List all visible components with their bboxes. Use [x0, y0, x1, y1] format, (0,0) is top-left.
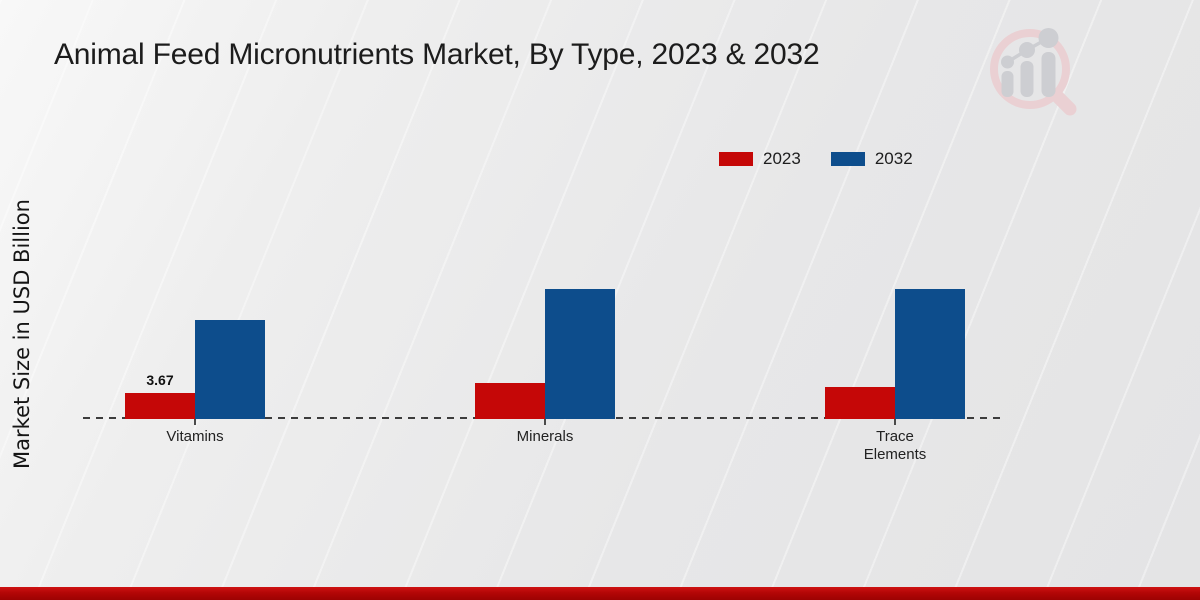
- value-label-2023-vitamins: 3.67: [146, 372, 174, 388]
- bar-2032-vitamins: [195, 320, 265, 419]
- bar-2032-trace-elements: [895, 289, 965, 419]
- legend-item-2023: 2023: [719, 149, 801, 169]
- x-axis-tick: [894, 419, 896, 425]
- legend-swatch-2023: [719, 152, 753, 166]
- x-axis-tick: [194, 419, 196, 425]
- legend-label: 2032: [874, 149, 913, 168]
- category-label: Trace Elements: [863, 428, 927, 463]
- legend: 2023 2032: [719, 149, 913, 169]
- bar-2032-minerals: [545, 289, 615, 419]
- bar-2023-vitamins: [125, 393, 195, 419]
- x-axis-tick: [544, 419, 546, 425]
- bar-2023-minerals: [475, 383, 545, 419]
- legend-swatch-2032: [830, 152, 865, 166]
- legend-label: 2023: [763, 149, 801, 168]
- chart-title: Animal Feed Micronutrients Market, By Ty…: [54, 38, 820, 71]
- category-label: Minerals: [516, 428, 574, 445]
- footer-red-bar: [0, 587, 1200, 600]
- legend-item-2032: 2032: [830, 149, 913, 169]
- bar-2023-trace-elements: [825, 387, 895, 419]
- market-research-future-logo-watermark: [990, 28, 1077, 116]
- category-label: Vitamins: [166, 428, 224, 445]
